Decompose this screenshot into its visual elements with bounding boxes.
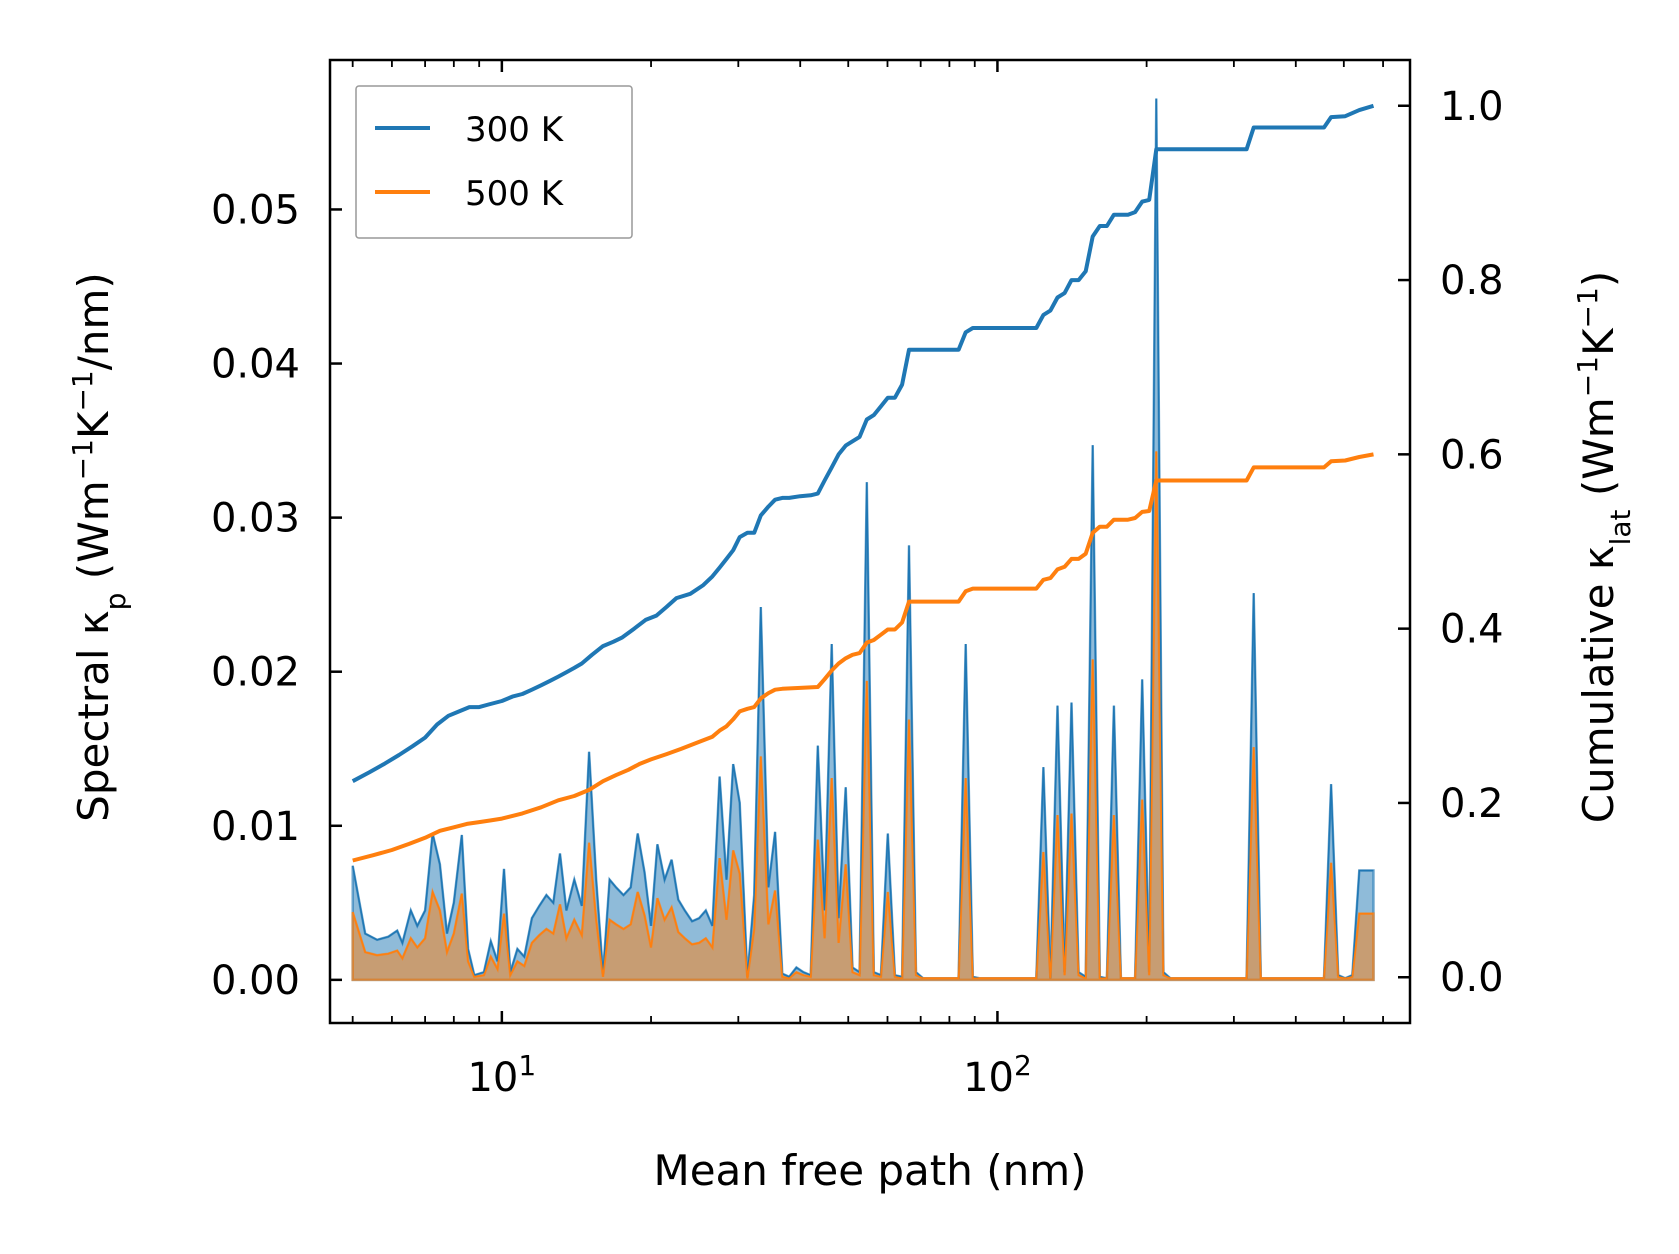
cumulative-line-layer	[351, 103, 1375, 863]
right-y-tick-label: 0.8	[1440, 258, 1504, 304]
legend: 300 K 500 K	[355, 85, 633, 239]
legend-label-500k: 500 K	[465, 174, 565, 214]
spectral-line-500k	[351, 451, 1374, 980]
right-y-tick-label: 0.2	[1440, 781, 1504, 827]
left-y-tick-label: 0.03	[211, 496, 300, 542]
legend-label-300k: 300 K	[465, 110, 565, 150]
x-tick-label: 102	[963, 1049, 1032, 1102]
x-tick-label: 101	[467, 1049, 536, 1102]
left-y-axis-ticks: 0.00 0.01 0.02 0.03 0.04 0.05	[211, 187, 342, 1004]
left-y-tick-label: 0.04	[211, 342, 300, 388]
right-y-axis-ticks: 0.0 0.2 0.4 0.6 0.8 1.0	[1398, 84, 1504, 1001]
left-y-tick-label: 0.02	[211, 650, 300, 696]
right-y-tick-label: 0.4	[1440, 607, 1504, 653]
cumulative-line-300k	[351, 103, 1375, 783]
x-axis-label: Mean free path (nm)	[653, 1146, 1086, 1195]
right-y-tick-label: 1.0	[1440, 84, 1504, 130]
plot-area	[351, 98, 1375, 982]
right-y-axis-label: Cumulative κlat (Wm−1K−1)	[1571, 271, 1637, 823]
left-y-axis-label: Spectral κp (Wm−1K−1/nm)	[66, 272, 132, 822]
left-y-tick-label: 0.05	[211, 187, 300, 233]
legend-box	[355, 85, 633, 239]
left-y-tick-label: 0.00	[211, 958, 300, 1004]
right-y-tick-label: 0.0	[1440, 955, 1504, 1001]
cumulative-line-500k	[352, 452, 1374, 863]
left-y-tick-label: 0.01	[211, 804, 300, 850]
axes-frame	[328, 58, 1412, 1025]
right-y-tick-label: 0.6	[1440, 432, 1504, 478]
spectral-line-layer	[351, 98, 1374, 980]
x-axis-ticks: 101 102	[351, 60, 1384, 1102]
